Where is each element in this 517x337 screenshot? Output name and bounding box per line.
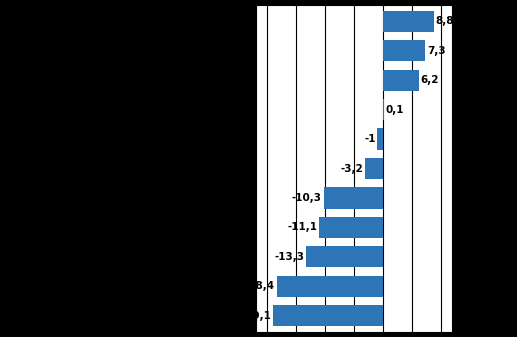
Text: 8,8: 8,8 bbox=[436, 16, 454, 26]
Text: -18,4: -18,4 bbox=[245, 281, 275, 291]
Bar bbox=[277, 276, 383, 297]
Text: -3,2: -3,2 bbox=[340, 163, 363, 174]
Text: -10,3: -10,3 bbox=[292, 193, 322, 203]
Text: -1: -1 bbox=[364, 134, 375, 144]
Bar bbox=[324, 187, 383, 209]
Bar bbox=[383, 69, 419, 91]
Bar bbox=[319, 217, 383, 238]
Bar bbox=[272, 305, 383, 326]
Bar bbox=[306, 246, 383, 268]
Text: 6,2: 6,2 bbox=[421, 75, 439, 85]
Bar bbox=[383, 11, 434, 32]
Text: -11,1: -11,1 bbox=[287, 222, 317, 233]
Bar bbox=[377, 128, 383, 150]
Text: -19,1: -19,1 bbox=[241, 311, 271, 321]
Bar bbox=[364, 158, 383, 179]
Bar bbox=[383, 99, 384, 120]
Text: 0,1: 0,1 bbox=[385, 104, 404, 115]
Text: 7,3: 7,3 bbox=[427, 46, 446, 56]
Bar bbox=[383, 40, 425, 61]
Text: -13,3: -13,3 bbox=[275, 252, 305, 262]
